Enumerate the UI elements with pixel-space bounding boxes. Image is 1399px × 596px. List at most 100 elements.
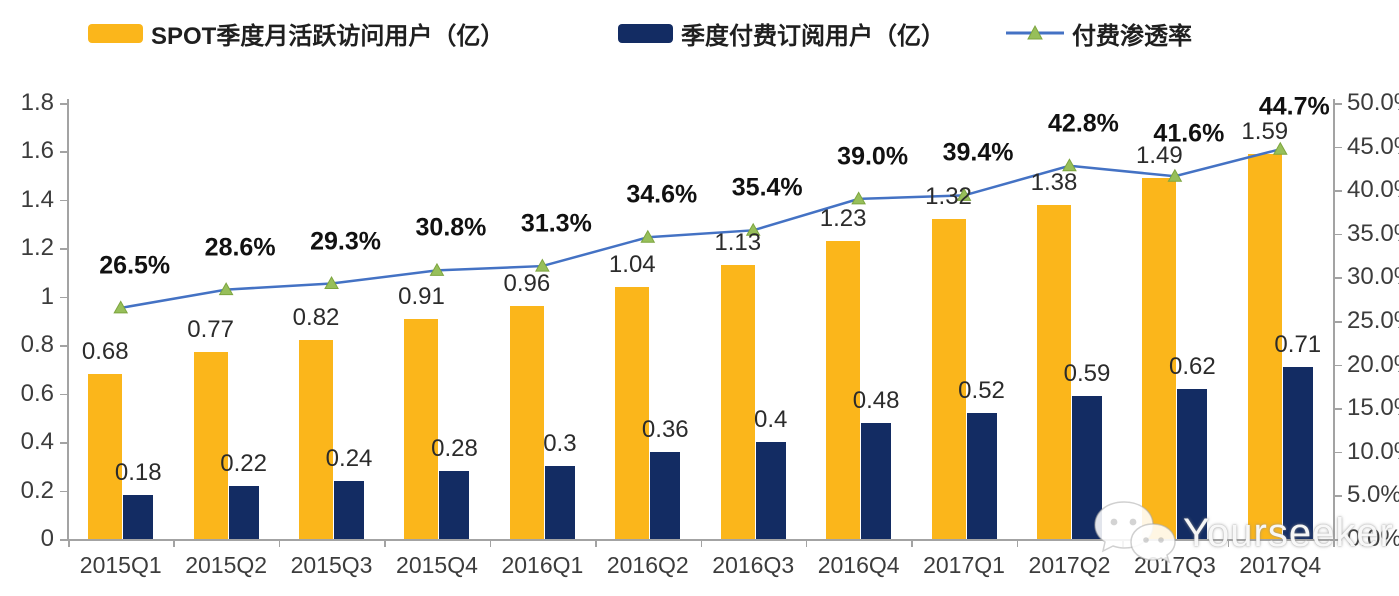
right-axis-tick bbox=[1334, 233, 1342, 236]
x-axis-label: 2017Q4 bbox=[1239, 552, 1322, 578]
right-axis-tick bbox=[1334, 408, 1342, 410]
left-axis-tick-label: 1.2 bbox=[20, 234, 54, 262]
mau-bar bbox=[404, 318, 439, 539]
subscribers-bar bbox=[1282, 367, 1313, 539]
mau-bar-label: 0.68 bbox=[81, 338, 129, 366]
wechat-icon bbox=[1094, 501, 1176, 564]
right-axis-tick bbox=[1334, 495, 1342, 497]
x-axis-tick bbox=[1227, 539, 1230, 547]
subscribers-bar bbox=[861, 422, 892, 539]
left-axis-tick-label: 1.8 bbox=[20, 89, 54, 116]
mau-bar-label: 1.59 bbox=[1241, 117, 1289, 145]
mau-bar-label: 1.38 bbox=[1030, 168, 1078, 196]
left-axis-tick bbox=[60, 490, 68, 493]
x-axis-tick bbox=[1016, 539, 1019, 547]
penetration-point-label: 35.4% bbox=[731, 173, 803, 202]
penetration-point-label: 31.3% bbox=[520, 209, 592, 238]
subscribers-bar-label: 0.36 bbox=[641, 415, 689, 443]
legend-label-mau: SPOT季度月活跃访问用户（亿） bbox=[151, 22, 505, 50]
left-axis-tick bbox=[60, 248, 68, 250]
x-axis-tick bbox=[173, 539, 175, 547]
right-axis-line bbox=[1333, 99, 1335, 539]
x-axis-label: 2016Q2 bbox=[606, 552, 689, 578]
mau-bar-label: 0.96 bbox=[503, 270, 551, 298]
left-axis-tick bbox=[60, 103, 68, 105]
left-axis-tick bbox=[60, 442, 68, 444]
subscribers-bar bbox=[228, 485, 259, 539]
subscribers-bar bbox=[544, 466, 575, 539]
right-axis-tick-label: 5.0% bbox=[1347, 481, 1399, 509]
left-axis-tick-label: 1 bbox=[40, 282, 54, 310]
mau-bar-label: 1.04 bbox=[608, 251, 656, 279]
legend-label-subscribers: 季度付费订阅用户（亿） bbox=[681, 22, 945, 50]
line-marker-legend-icon bbox=[1006, 24, 1064, 40]
subscribers-bar-label: 0.24 bbox=[325, 444, 373, 472]
penetration-point-label: 34.6% bbox=[626, 180, 698, 209]
right-axis-tick-label: 25.0% bbox=[1347, 307, 1399, 334]
subscribers-bar-label: 0.22 bbox=[220, 449, 267, 477]
right-axis-tick bbox=[1334, 364, 1342, 367]
left-axis-tick-label: 0.4 bbox=[20, 428, 54, 456]
right-axis-tick bbox=[1334, 451, 1342, 454]
subscribers-bar-label: 0.4 bbox=[754, 406, 788, 434]
mau-bar bbox=[615, 287, 650, 539]
penetration-point-label: 42.8% bbox=[1048, 109, 1119, 138]
subscribers-bar bbox=[755, 442, 786, 539]
x-axis-tick bbox=[595, 539, 597, 547]
mau-bar bbox=[88, 374, 123, 539]
left-axis-tick-label: 0.2 bbox=[20, 476, 54, 504]
x-axis-label: 2017Q2 bbox=[1028, 552, 1111, 578]
mau-bar bbox=[299, 340, 334, 539]
left-axis-tick bbox=[60, 296, 68, 299]
right-axis-tick bbox=[1334, 277, 1342, 279]
watermark: Yourseeker bbox=[1093, 500, 1394, 566]
penetration-point-label: 26.5% bbox=[99, 251, 171, 280]
left-axis-tick bbox=[60, 199, 68, 202]
subscribers-bar-label: 0.59 bbox=[1063, 360, 1111, 388]
subscribers-bar bbox=[650, 451, 681, 539]
mau-bar-label: 1.32 bbox=[925, 183, 972, 211]
subscribers-bar bbox=[966, 413, 997, 539]
x-axis-label: 2015Q3 bbox=[290, 552, 373, 578]
mau-bar-label: 1.13 bbox=[714, 229, 762, 257]
penetration-point-label: 29.3% bbox=[310, 227, 381, 255]
penetration-point-label: 41.6% bbox=[1153, 119, 1225, 148]
mau-bar bbox=[193, 352, 228, 539]
left-axis-tick-label: 0.8 bbox=[20, 331, 54, 359]
x-axis-tick bbox=[278, 539, 281, 547]
x-axis-tick bbox=[911, 539, 913, 547]
mau-bar bbox=[720, 265, 755, 539]
watermark-text: Yourseeker bbox=[1183, 510, 1394, 555]
right-axis-tick-label: 10.0% bbox=[1347, 437, 1399, 465]
right-axis-tick-label: 40.0% bbox=[1347, 176, 1399, 204]
subscribers-bar bbox=[439, 471, 470, 539]
subscribers-bar bbox=[334, 480, 365, 539]
right-axis-tick-label: 15.0% bbox=[1347, 394, 1399, 422]
mau-legend-swatch-icon bbox=[88, 23, 143, 43]
x-axis-tick bbox=[489, 539, 492, 547]
subscribers-bar-label: 0.62 bbox=[1169, 352, 1216, 380]
penetration-point-label: 28.6% bbox=[204, 233, 276, 262]
subscribers-bar-label: 0.52 bbox=[958, 377, 1005, 405]
right-axis-tick-label: 35.0% bbox=[1347, 219, 1399, 247]
right-axis-tick-label: 30.0% bbox=[1347, 263, 1399, 291]
x-axis-tick bbox=[1333, 539, 1335, 547]
left-axis-tick bbox=[60, 393, 68, 396]
right-axis-tick bbox=[1334, 190, 1342, 192]
mau-bar-label: 0.82 bbox=[292, 304, 340, 332]
x-axis-tick bbox=[805, 539, 808, 547]
x-axis-tick bbox=[384, 539, 386, 547]
x-axis-label: 2015Q1 bbox=[79, 552, 162, 578]
right-axis-tick-label: 0.0% bbox=[1347, 525, 1399, 552]
penetration-point-label: 39.4% bbox=[942, 138, 1014, 167]
penetration-point-label: 39.0% bbox=[837, 142, 909, 171]
left-axis-tick bbox=[60, 539, 68, 541]
legend-label-penetration: 付费渗透率 bbox=[1072, 22, 1192, 50]
left-axis-tick-label: 0 bbox=[40, 525, 54, 552]
x-axis-label: 2016Q3 bbox=[712, 552, 795, 578]
mau-bar-label: 0.77 bbox=[187, 316, 234, 344]
subscribers-bar-label: 0.18 bbox=[114, 459, 162, 487]
left-axis-tick-label: 0.6 bbox=[20, 379, 54, 407]
subscribers-bar-label: 0.48 bbox=[852, 386, 900, 414]
